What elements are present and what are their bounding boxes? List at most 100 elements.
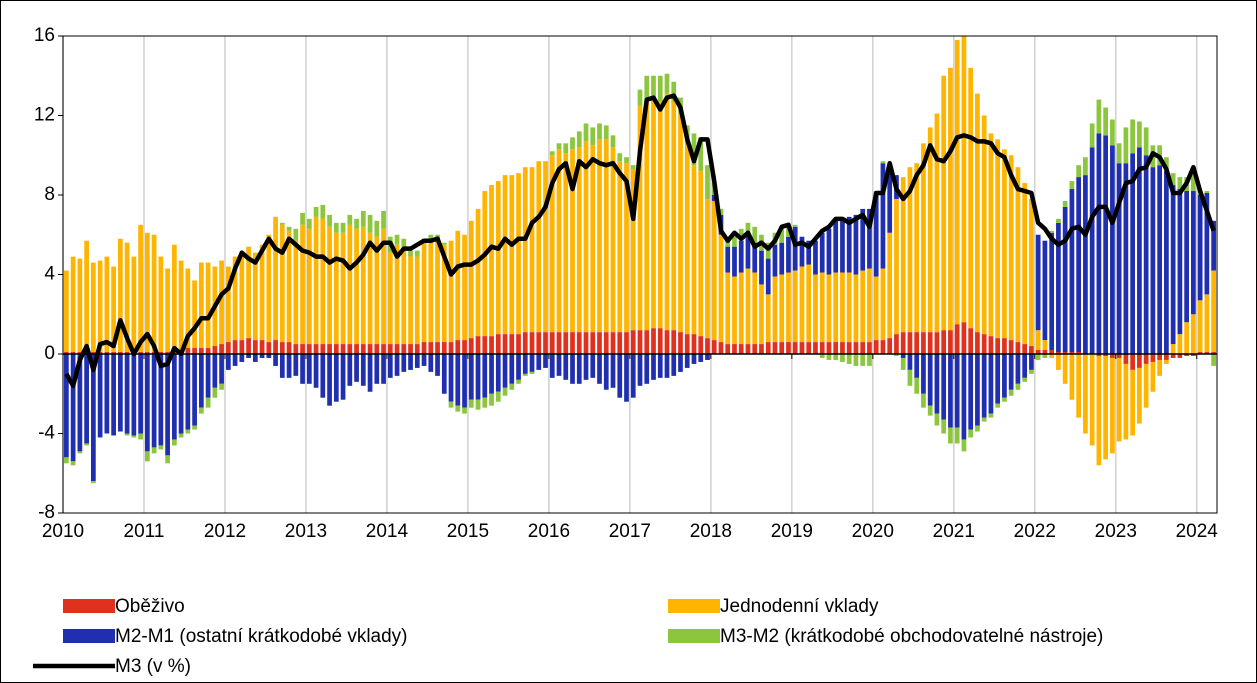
bar-segment: [178, 433, 184, 438]
bar-segment: [185, 268, 191, 349]
bar-segment: [97, 260, 103, 353]
bar-segment: [711, 340, 717, 354]
bar-segment: [367, 232, 373, 345]
bar-segment: [360, 210, 366, 227]
bar-segment: [1197, 300, 1203, 353]
bar-segment: [266, 342, 272, 354]
bar-segment: [1042, 340, 1048, 351]
bar-segment: [300, 344, 305, 354]
bar-segment: [1056, 354, 1061, 370]
x-tick-label: 2016: [528, 521, 570, 542]
bar-segment: [590, 354, 596, 378]
bar-segment: [975, 332, 980, 354]
bar-segment: [1137, 121, 1142, 148]
bar-segment: [340, 232, 346, 345]
bar-segment: [64, 457, 69, 464]
bar-segment: [219, 354, 224, 384]
bar-segment: [313, 344, 319, 354]
bar-segment: [455, 354, 461, 406]
bar-segment: [880, 163, 886, 269]
bar-segment: [354, 218, 359, 229]
legend-swatch: [668, 599, 720, 613]
bar-segment: [975, 93, 980, 333]
bar-segment: [833, 342, 839, 354]
bar-segment: [549, 332, 555, 354]
bar-segment: [725, 344, 731, 354]
bar-segment: [846, 342, 852, 354]
bar-segment: [1164, 359, 1169, 364]
bar-segment: [637, 354, 643, 386]
x-tick-label: 2022: [1014, 521, 1056, 542]
bar-segment: [468, 338, 474, 354]
bar-segment: [860, 208, 866, 271]
bar-segment: [1096, 354, 1102, 356]
x-tick-label: 2010: [42, 521, 84, 542]
bar-segment: [759, 284, 764, 345]
bar-segment: [826, 342, 832, 354]
bar-segment: [198, 354, 204, 408]
bar-segment: [1184, 354, 1189, 356]
bar-segment: [360, 226, 366, 345]
bar-segment: [826, 228, 832, 275]
bar-segment: [765, 258, 771, 295]
bar-segment: [448, 240, 454, 343]
bar-segment: [880, 268, 886, 341]
bar-segment: [651, 101, 656, 329]
y-tick-label: 4: [44, 264, 55, 285]
bar-segment: [867, 354, 872, 366]
bar-segment: [219, 260, 224, 345]
bar-segment: [462, 407, 467, 414]
bar-segment: [266, 234, 272, 343]
bar-segment: [306, 354, 312, 384]
bar-segment: [401, 246, 407, 345]
bar-segment: [617, 153, 623, 162]
bar-segment: [698, 137, 704, 172]
bar-segment: [118, 354, 123, 432]
bar-segment: [185, 348, 191, 354]
bar-segment: [644, 75, 650, 100]
bar-segment: [428, 238, 434, 343]
bar-segment: [570, 354, 575, 384]
bar-segment: [536, 354, 542, 370]
bar-segment: [975, 354, 980, 426]
bar-segment: [97, 354, 103, 438]
bar-segment: [327, 226, 332, 345]
bar-segment: [867, 342, 872, 354]
bar-segment: [293, 228, 299, 241]
bar-segment: [1069, 189, 1075, 353]
bar-segment: [826, 274, 832, 343]
bar-segment: [408, 250, 413, 257]
bar-segment: [549, 354, 555, 378]
bar-segment: [819, 342, 825, 354]
bar-segment: [968, 429, 974, 438]
bar-segment: [401, 344, 407, 354]
bar-segment: [1197, 352, 1203, 354]
bar-segment: [907, 369, 913, 386]
bar-segment: [671, 354, 677, 376]
bar-segment: [948, 330, 953, 354]
bar-segment: [118, 352, 123, 354]
bar-segment: [1076, 177, 1082, 353]
bar-segment: [684, 354, 690, 368]
bar-segment: [1130, 119, 1136, 154]
bar-segment: [1049, 230, 1055, 233]
bar-segment: [718, 234, 724, 343]
bar-segment: [1143, 354, 1149, 364]
bar-segment: [745, 234, 751, 269]
bar-segment: [644, 99, 650, 331]
bar-segment: [1204, 193, 1210, 295]
bar-segment: [873, 193, 879, 277]
bar-segment: [954, 324, 960, 354]
bar-segment: [286, 342, 292, 354]
bar-segment: [70, 461, 76, 466]
bar-segment: [1083, 157, 1088, 176]
bar-segment: [1110, 119, 1115, 146]
bar-segment: [306, 344, 312, 354]
x-tick-label: 2021: [933, 521, 975, 542]
bar-segment: [603, 354, 609, 390]
bar-segment: [927, 405, 933, 416]
bar-segment: [1123, 354, 1129, 364]
bar-segment: [347, 354, 353, 386]
bar-segment: [1103, 107, 1109, 136]
bar-segment: [543, 332, 548, 354]
